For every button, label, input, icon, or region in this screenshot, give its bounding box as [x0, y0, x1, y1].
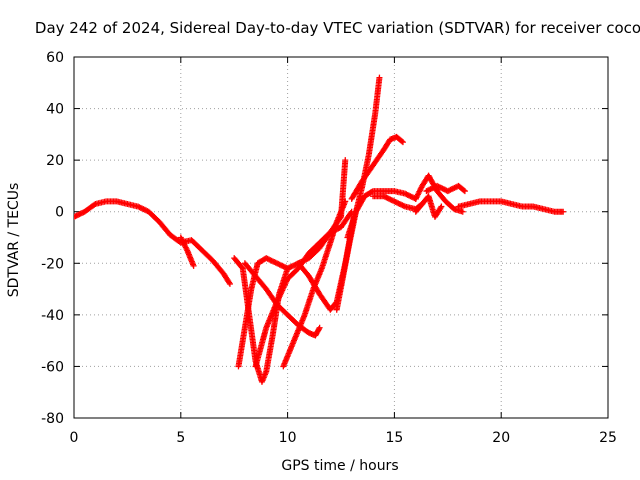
- data-point: [459, 208, 466, 215]
- series-sat-m: [412, 172, 466, 215]
- data-point: [376, 74, 383, 81]
- x-tick-label: 20: [492, 430, 510, 446]
- data-point: [399, 139, 406, 146]
- x-tick-label: 5: [176, 430, 185, 446]
- data-point: [398, 138, 405, 145]
- data-point: [190, 262, 197, 269]
- y-tick-label: 0: [55, 205, 64, 221]
- y-axis-label: SDTVAR / TECUs: [6, 183, 22, 298]
- x-tick-label: 10: [279, 430, 297, 446]
- x-tick-label: 0: [70, 430, 79, 446]
- data-point: [238, 264, 245, 271]
- series-sat-i: [338, 157, 349, 220]
- data-point: [460, 187, 467, 194]
- data-point: [316, 324, 323, 331]
- data-point: [438, 203, 445, 210]
- series-baseline: [74, 198, 233, 287]
- data-point: [226, 279, 233, 286]
- data-point: [368, 188, 375, 195]
- x-tick-label: 25: [599, 430, 617, 446]
- x-axis-label: GPS time / hours: [281, 458, 398, 474]
- y-tick-label: 60: [46, 50, 64, 66]
- series-sat-n: [412, 193, 445, 220]
- series-sat-d: [241, 260, 323, 339]
- plot-frame: [73, 56, 609, 419]
- data-point: [91, 201, 98, 208]
- y-tick-label: 40: [46, 102, 64, 118]
- x-tick-label: 15: [385, 430, 403, 446]
- series-sat-o: [423, 182, 468, 195]
- series-sat-a: [177, 234, 197, 269]
- data-point: [315, 326, 322, 333]
- y-tick-label: -60: [41, 359, 64, 375]
- series-tail: [455, 198, 567, 215]
- data-point: [461, 188, 468, 195]
- data-layer: [74, 74, 567, 385]
- chart-title: Day 242 of 2024, Sidereal Day-to-day VTE…: [35, 19, 640, 37]
- y-tick-label: -80: [41, 411, 64, 427]
- grid: [74, 57, 608, 418]
- axis-ticks: 0 5 10 15 20 25 -80 -60 -40 -20 0 20 40 60: [41, 50, 617, 446]
- data-point: [226, 280, 233, 287]
- data-point: [437, 204, 444, 211]
- data-point: [342, 157, 349, 164]
- data-point: [560, 208, 567, 215]
- y-tick-label: -40: [41, 308, 64, 324]
- y-tick-label: -20: [41, 256, 64, 272]
- y-tick-label: 20: [46, 153, 64, 169]
- series-sat-j: [348, 133, 406, 202]
